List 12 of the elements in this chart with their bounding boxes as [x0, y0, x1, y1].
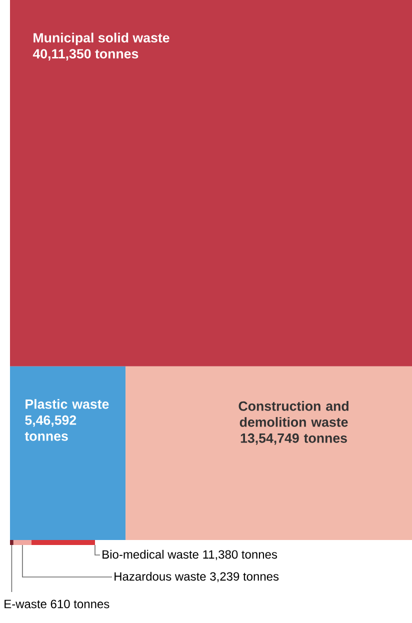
data-label: 40,11,350 tonnes: [32, 49, 138, 60]
data-label: 3,239 tonnes: [210, 572, 279, 582]
data-label: 5,46,592 tonnes: [24, 415, 76, 441]
data-label: 13,54,749 tonnes: [240, 433, 347, 445]
category-label: Plastic waste: [26, 399, 109, 409]
category-label: E-waste: [4, 600, 46, 608]
category-label: Bio-medical waste: [102, 550, 198, 559]
category-label: Construction and demolition waste: [238, 401, 348, 427]
data-label: 610 tonnes: [50, 600, 110, 608]
category-label: Municipal solid waste: [34, 32, 170, 46]
category-label: Hazardous waste: [114, 572, 206, 581]
data-label: 11,380 tonnes: [203, 550, 278, 560]
